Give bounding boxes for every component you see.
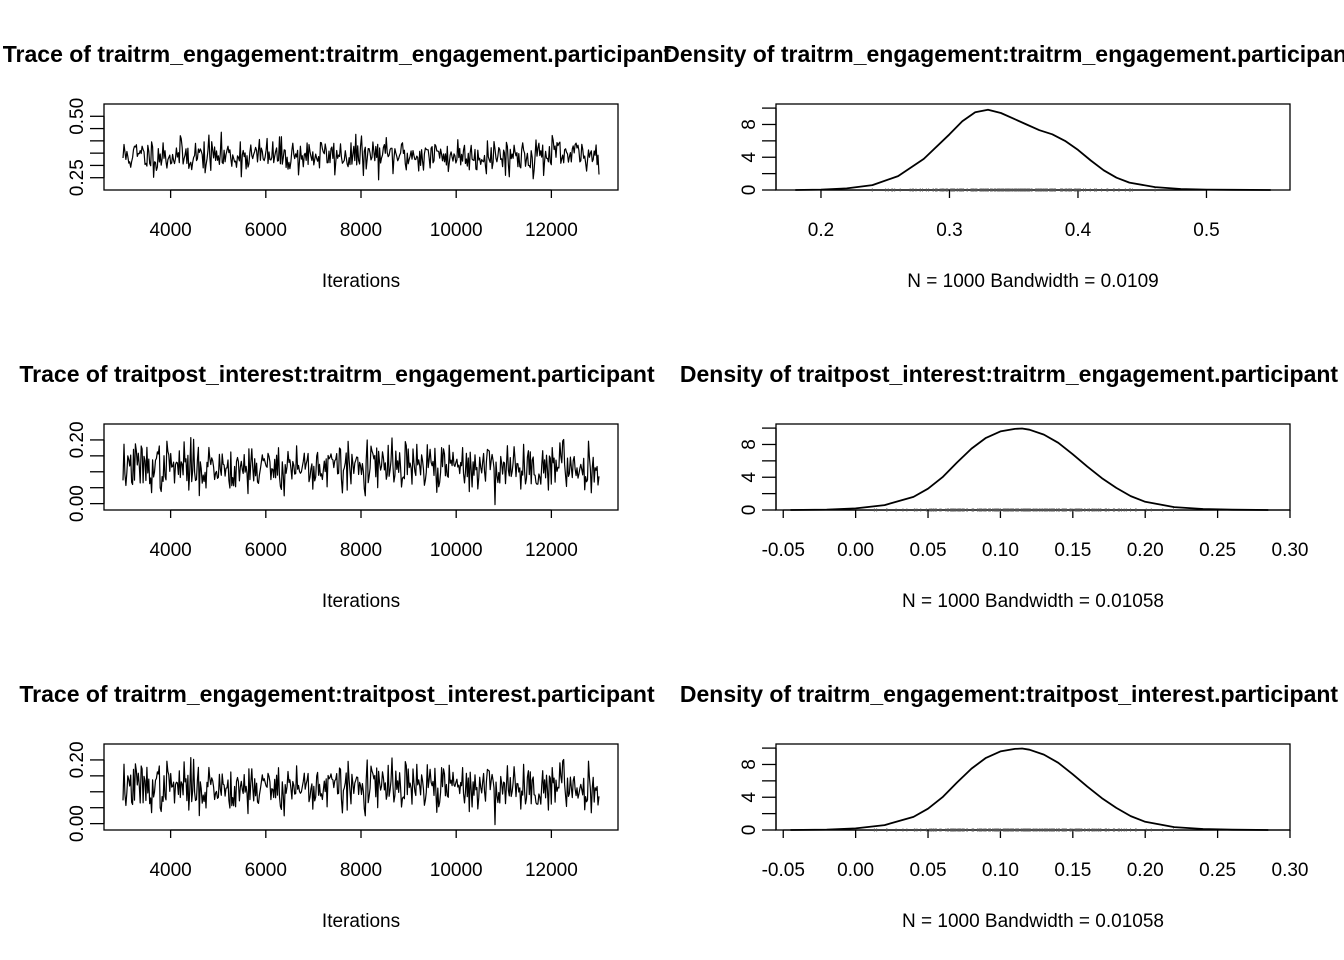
panel-5: Trace of traitrm_engagement:traitpost_in… [19, 681, 655, 932]
x-tick-label: 0.25 [1199, 860, 1236, 881]
panel-2: Density of traitrm_engagement:traitrm_en… [663, 41, 1344, 292]
x-tick-label: 0.15 [1054, 540, 1091, 561]
x-tick-label: 0.3 [936, 220, 962, 241]
y-tick-label: 4 [739, 792, 760, 803]
plot-frame [775, 103, 1291, 191]
x-tick-label: 0.30 [1272, 860, 1309, 881]
x-axis-label: N = 1000 Bandwidth = 0.0109 [907, 271, 1158, 292]
y-tick-label: 0.50 [67, 98, 88, 135]
x-axis-label: Iterations [322, 271, 400, 292]
x-axis-label: Iterations [322, 911, 400, 932]
y-tick-label: 8 [739, 439, 760, 450]
y-tick-label: 8 [739, 759, 760, 770]
x-tick-label: 8000 [340, 540, 382, 561]
x-tick-label: 8000 [340, 220, 382, 241]
x-tick-label: 10000 [430, 220, 483, 241]
panel-3: Trace of traitpost_interest:traitrm_enga… [19, 361, 655, 612]
y-tick-label: 0.20 [67, 421, 88, 458]
y-tick-label: 0.20 [67, 741, 88, 778]
x-axis-label: Iterations [322, 591, 400, 612]
x-axis-label: N = 1000 Bandwidth = 0.01058 [902, 911, 1164, 932]
y-tick-label: 0 [739, 185, 760, 196]
x-tick-label: 4000 [149, 220, 191, 241]
x-tick-label: 12000 [525, 220, 578, 241]
x-tick-label: 8000 [340, 860, 382, 881]
panel-6: Density of traitrm_engagement:traitpost_… [680, 681, 1339, 932]
trace-series-line [122, 437, 600, 506]
plot-frame [775, 743, 1291, 831]
x-tick-label: 0.10 [982, 860, 1019, 881]
chart-title: Density of traitpost_interest:traitrm_en… [680, 361, 1339, 387]
chart-title: Density of traitrm_engagement:traitpost_… [680, 681, 1339, 707]
plot-frame [775, 423, 1291, 511]
x-tick-label: 12000 [525, 860, 578, 881]
x-tick-label: -0.05 [762, 860, 805, 881]
density-curve [790, 427, 1269, 511]
x-tick-label: 6000 [245, 860, 287, 881]
x-tick-label: 4000 [149, 540, 191, 561]
chart-title: Trace of traitrm_engagement:traitpost_in… [19, 681, 655, 707]
x-tick-label: 0.30 [1272, 540, 1309, 561]
x-tick-label: 0.15 [1054, 860, 1091, 881]
y-tick-label: 8 [739, 119, 760, 130]
x-tick-label: 12000 [525, 540, 578, 561]
trace-series-line [122, 131, 600, 181]
y-tick-label: 4 [739, 152, 760, 163]
y-tick-label: 0 [739, 825, 760, 836]
density-curve [790, 747, 1269, 831]
trace-series-line [122, 756, 600, 826]
rug-marks [873, 828, 1174, 832]
y-tick-label: 0.25 [67, 159, 88, 196]
rug-marks [873, 508, 1174, 512]
x-tick-label: 10000 [430, 860, 483, 881]
x-tick-label: 0.4 [1065, 220, 1092, 241]
rug-marks [871, 188, 1156, 192]
panel-1: Trace of traitrm_engagement:traitrm_enga… [3, 41, 672, 292]
chart-title: Trace of traitpost_interest:traitrm_enga… [19, 361, 655, 387]
x-tick-label: 4000 [149, 860, 191, 881]
chart-title: Trace of traitrm_engagement:traitrm_enga… [3, 41, 672, 67]
x-tick-label: 0.25 [1199, 540, 1236, 561]
x-axis-label: N = 1000 Bandwidth = 0.01058 [902, 591, 1164, 612]
x-tick-label: 10000 [430, 540, 483, 561]
x-tick-label: 0.00 [837, 540, 874, 561]
x-tick-label: 6000 [245, 540, 287, 561]
y-tick-label: 0.00 [67, 485, 88, 522]
chart-title: Density of traitrm_engagement:traitrm_en… [663, 41, 1344, 67]
y-tick-label: 0 [739, 505, 760, 516]
x-tick-label: 0.5 [1193, 220, 1219, 241]
x-tick-label: 0.10 [982, 540, 1019, 561]
x-tick-label: 6000 [245, 220, 287, 241]
density-curve [795, 108, 1271, 191]
x-tick-label: 0.00 [837, 860, 874, 881]
x-tick-label: 0.20 [1127, 860, 1164, 881]
x-tick-label: 0.2 [808, 220, 834, 241]
x-tick-label: 0.05 [910, 540, 947, 561]
x-tick-label: 0.20 [1127, 540, 1164, 561]
y-tick-label: 0.00 [67, 805, 88, 842]
x-tick-label: 0.05 [910, 860, 947, 881]
y-tick-label: 4 [739, 472, 760, 483]
x-tick-label: -0.05 [762, 540, 805, 561]
panel-4: Density of traitpost_interest:traitrm_en… [680, 361, 1339, 612]
